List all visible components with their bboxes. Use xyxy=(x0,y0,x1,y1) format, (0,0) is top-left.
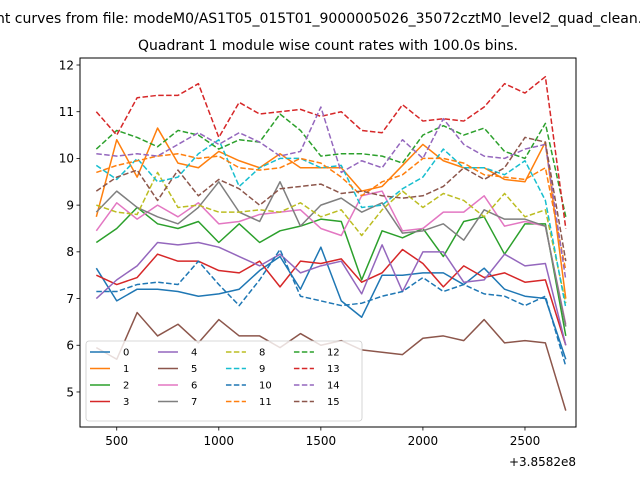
series-line-11 xyxy=(96,153,567,271)
series-line-10 xyxy=(96,248,567,367)
series-line-14 xyxy=(96,106,567,280)
y-tick-label: 7 xyxy=(66,292,74,306)
series-line-13 xyxy=(95,75,567,229)
series-line-9 xyxy=(95,138,567,309)
legend-label-13: 13 xyxy=(327,364,340,375)
series-line-0 xyxy=(95,246,567,360)
y-tick-label: 9 xyxy=(66,198,74,212)
series-line-6 xyxy=(95,190,567,325)
legend-label-6: 6 xyxy=(191,381,197,392)
series-line-12 xyxy=(95,113,567,217)
series-layer xyxy=(95,75,567,411)
series-line-8 xyxy=(96,171,567,304)
legend-label-9: 9 xyxy=(259,364,265,375)
series-line-7 xyxy=(95,181,567,327)
series-line-15 xyxy=(95,136,567,262)
y-tick-label: 12 xyxy=(59,58,74,72)
x-tick-label: 2000 xyxy=(408,434,439,448)
y-tick-label: 5 xyxy=(66,385,74,399)
y-tick-label: 6 xyxy=(66,339,74,353)
series-line-2 xyxy=(95,206,567,337)
x-offset-label: +3.8582e8 xyxy=(509,455,576,469)
legend-label-2: 2 xyxy=(123,381,129,392)
x-tick-label: 500 xyxy=(105,434,128,448)
legend-label-12: 12 xyxy=(327,348,340,359)
y-tick-label: 11 xyxy=(59,105,74,119)
x-tick-label: 1500 xyxy=(306,434,337,448)
y-tick-label: 8 xyxy=(66,245,74,259)
y-tick-label: 10 xyxy=(59,152,74,166)
legend-label-0: 0 xyxy=(123,348,129,359)
chart-title: Quadrant 1 module wise count rates with … xyxy=(138,38,518,54)
legend-label-4: 4 xyxy=(191,348,197,359)
legend-label-10: 10 xyxy=(259,381,272,392)
y-axis: 5 6 7 8 9 10 11 12 xyxy=(59,58,80,399)
x-tick-label: 1000 xyxy=(204,434,235,448)
plot-frame xyxy=(79,57,577,428)
legend-label-14: 14 xyxy=(327,381,340,392)
legend-label-11: 11 xyxy=(259,397,272,408)
legend-label-3: 3 xyxy=(123,397,129,408)
legend-box xyxy=(85,340,363,422)
legend-label-1: 1 xyxy=(123,364,129,375)
legend-label-15: 15 xyxy=(327,397,340,408)
legend-label-5: 5 xyxy=(191,364,197,375)
x-axis: 500 1000 1500 2000 2500 xyxy=(105,427,540,448)
figure-suptitle: Light curves from file: modeM0/AS1T05_01… xyxy=(0,11,640,27)
legend-label-7: 7 xyxy=(191,397,197,408)
x-tick-label: 2500 xyxy=(510,434,541,448)
series-line-4 xyxy=(95,241,567,346)
legend-label-8: 8 xyxy=(259,348,265,359)
